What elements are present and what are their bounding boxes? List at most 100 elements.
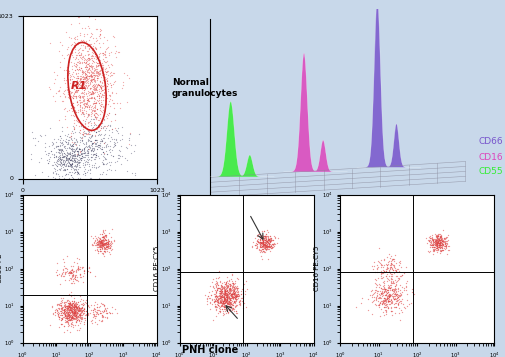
Point [72, 277, 80, 283]
Point [78, 314, 86, 320]
Point [97, 146, 106, 151]
Point [228, 281, 236, 287]
Point [131, 171, 139, 176]
Point [78, 265, 86, 270]
Point [213, 299, 221, 305]
Point [64, 303, 72, 309]
Point [98, 318, 106, 324]
Point [433, 238, 441, 243]
Point [223, 285, 231, 290]
Point [68, 273, 76, 278]
Point [431, 239, 439, 245]
Point [69, 126, 77, 132]
Point [255, 240, 263, 246]
Point [78, 131, 86, 136]
Point [60, 162, 68, 167]
Point [227, 294, 235, 300]
Point [218, 298, 226, 304]
Point [49, 170, 57, 175]
Point [97, 231, 106, 237]
Point [90, 65, 98, 71]
Point [97, 146, 105, 152]
Point [86, 77, 94, 82]
Point [79, 42, 87, 48]
Point [127, 151, 135, 156]
Point [232, 298, 240, 304]
Point [96, 62, 104, 68]
Point [75, 14, 83, 19]
Point [224, 295, 232, 301]
Point [69, 307, 77, 312]
Point [106, 242, 114, 247]
Point [78, 307, 86, 313]
Point [428, 238, 436, 243]
Point [80, 270, 88, 276]
Point [68, 52, 76, 57]
Point [226, 286, 234, 291]
Point [100, 246, 108, 252]
Point [90, 67, 98, 73]
Point [425, 241, 433, 247]
Point [67, 319, 75, 325]
Point [86, 147, 94, 152]
Point [96, 241, 104, 246]
Point [222, 306, 230, 312]
Point [58, 312, 66, 318]
Point [98, 312, 106, 317]
Point [66, 316, 74, 322]
Point [56, 151, 64, 156]
Point [106, 73, 114, 79]
Point [74, 171, 82, 176]
Point [424, 238, 432, 243]
Point [100, 58, 108, 64]
Point [90, 77, 98, 83]
Point [223, 290, 231, 295]
Point [267, 243, 275, 249]
Point [224, 291, 232, 296]
Point [110, 238, 118, 244]
Point [87, 143, 95, 149]
Point [217, 302, 225, 308]
Point [90, 16, 98, 22]
Point [81, 101, 89, 106]
Point [52, 155, 60, 160]
Point [81, 166, 89, 172]
Point [231, 278, 239, 284]
Point [105, 50, 113, 56]
Point [66, 301, 74, 307]
Point [97, 74, 105, 80]
Point [53, 267, 61, 272]
Point [73, 75, 81, 81]
Point [261, 242, 269, 248]
Point [79, 164, 87, 170]
Point [131, 172, 139, 178]
Point [75, 97, 83, 102]
Point [65, 92, 73, 98]
Point [76, 95, 84, 101]
Point [257, 240, 265, 246]
Point [61, 313, 69, 318]
Point [52, 153, 60, 159]
Point [101, 74, 109, 80]
Point [209, 298, 217, 304]
Point [213, 285, 221, 291]
Point [270, 234, 278, 240]
Point [212, 280, 220, 286]
Point [95, 100, 103, 105]
Point [232, 296, 240, 302]
Point [382, 255, 390, 260]
Point [82, 74, 90, 80]
Point [59, 307, 67, 313]
Point [56, 152, 64, 158]
Point [84, 112, 92, 118]
Point [68, 95, 76, 100]
Point [64, 306, 72, 311]
Point [78, 147, 86, 153]
Point [85, 170, 93, 176]
Point [89, 108, 97, 114]
Point [92, 129, 100, 135]
Point [71, 81, 79, 87]
Point [54, 88, 62, 94]
Point [75, 312, 83, 318]
Point [228, 308, 236, 313]
